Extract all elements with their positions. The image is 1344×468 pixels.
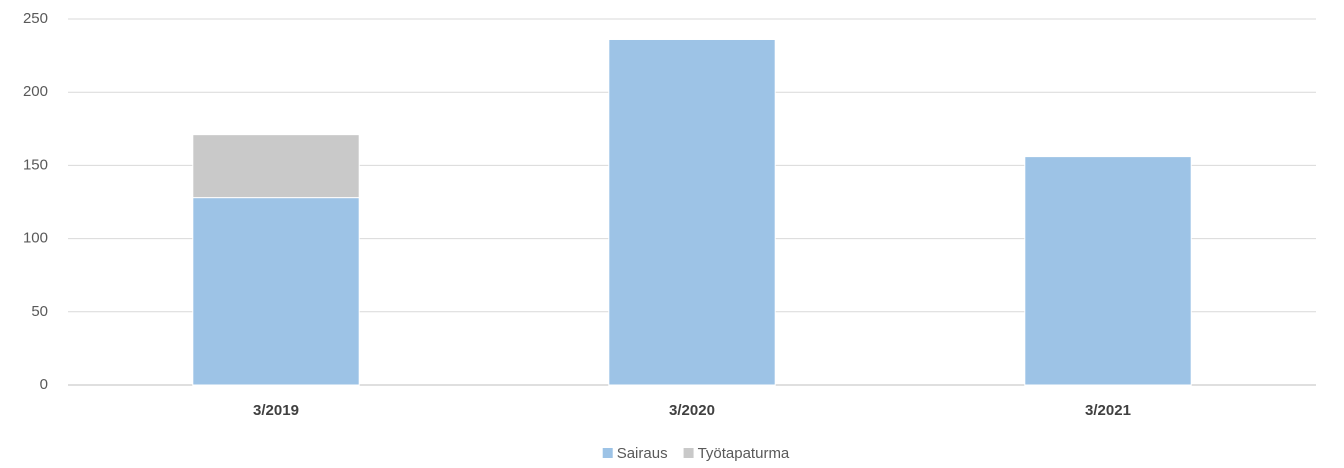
bar-segment [192, 134, 360, 199]
bar-segment [608, 38, 776, 386]
y-tick-label: 100 [23, 230, 48, 247]
x-tick-label: 3/2019 [253, 402, 299, 419]
y-tick-label: 150 [23, 156, 48, 173]
x-tick-label: 3/2021 [1085, 402, 1131, 419]
y-tick-label: 250 [23, 10, 48, 27]
legend-label: Työtapaturma [698, 445, 790, 462]
y-tick-label: 200 [23, 83, 48, 100]
legend-swatch [602, 448, 613, 458]
legend-swatch [683, 448, 694, 458]
legend-label: Sairaus [617, 445, 668, 462]
y-tick-label: 0 [40, 376, 48, 393]
y-tick-label: 50 [31, 303, 48, 320]
bar-segment [1024, 156, 1192, 386]
bar-segment [192, 197, 360, 386]
x-tick-label: 3/2020 [669, 402, 715, 419]
